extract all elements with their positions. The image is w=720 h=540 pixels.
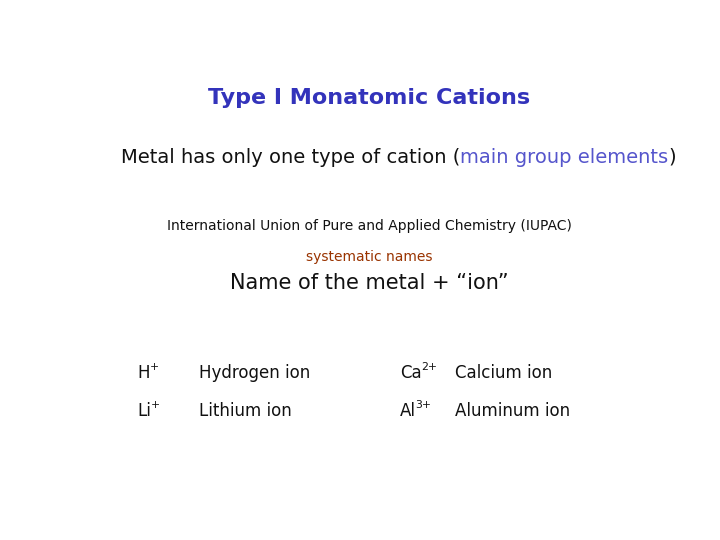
Text: Calcium ion: Calcium ion	[456, 364, 553, 382]
Text: 3+: 3+	[415, 400, 432, 409]
Text: Type I Monatomic Cations: Type I Monatomic Cations	[208, 87, 530, 107]
Text: Lithium ion: Lithium ion	[199, 402, 292, 420]
Text: Li: Li	[138, 402, 151, 420]
Text: +: +	[151, 400, 161, 409]
Text: Metal has only one type of cation (: Metal has only one type of cation (	[121, 148, 460, 167]
Text: +: +	[150, 362, 159, 372]
Text: Al: Al	[400, 402, 415, 420]
Text: ): )	[668, 148, 675, 167]
Text: Aluminum ion: Aluminum ion	[456, 402, 571, 420]
Text: Hydrogen ion: Hydrogen ion	[199, 364, 310, 382]
Text: Name of the metal + “ion”: Name of the metal + “ion”	[230, 273, 508, 293]
Text: 2+: 2+	[421, 362, 437, 372]
Text: International Union of Pure and Applied Chemistry (IUPAC): International Union of Pure and Applied …	[166, 219, 572, 233]
Text: Ca: Ca	[400, 364, 421, 382]
Text: H: H	[138, 364, 150, 382]
Text: systematic names: systematic names	[306, 250, 432, 264]
Text: main group elements: main group elements	[460, 148, 668, 167]
